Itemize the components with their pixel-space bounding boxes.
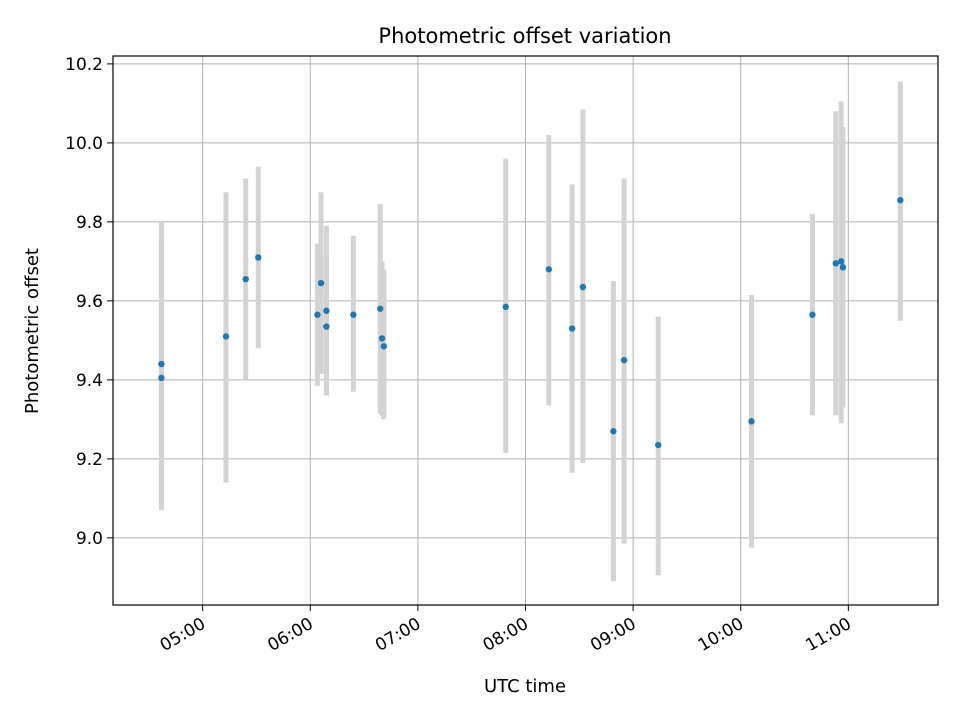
data-point bbox=[655, 441, 662, 449]
grid bbox=[113, 56, 938, 605]
data-point bbox=[242, 275, 249, 283]
data-point bbox=[568, 325, 576, 332]
data-point bbox=[610, 428, 617, 435]
data-point bbox=[837, 258, 845, 265]
y-tick-label: 9.6 bbox=[76, 292, 103, 312]
y-tick-label: 10.2 bbox=[65, 55, 103, 75]
x-tick-label: 08:00 bbox=[480, 614, 532, 656]
x-tick-label: 11:00 bbox=[802, 614, 854, 656]
data-point bbox=[350, 311, 357, 318]
y-tick-label: 9.2 bbox=[76, 450, 103, 470]
x-tick-label: 05:00 bbox=[157, 614, 209, 656]
data-point bbox=[897, 196, 904, 204]
data-point bbox=[748, 418, 755, 425]
data-point bbox=[222, 333, 230, 340]
y-axis-label: Photometric offset bbox=[22, 248, 43, 414]
data-point bbox=[809, 311, 816, 318]
data-point bbox=[323, 323, 330, 330]
data-point bbox=[323, 307, 330, 314]
data-point bbox=[579, 283, 587, 291]
data-point bbox=[317, 279, 325, 287]
x-tick-label: 10:00 bbox=[695, 614, 747, 656]
x-tick-label: 07:00 bbox=[372, 614, 424, 656]
x-tick-label: 09:00 bbox=[587, 614, 639, 656]
data-point bbox=[620, 356, 628, 364]
data-point bbox=[545, 266, 553, 273]
data-point bbox=[314, 311, 321, 318]
data-point bbox=[377, 305, 384, 312]
data-point bbox=[378, 335, 386, 342]
axis-ticks: 9.0 9.2 9.4 9.6 9.8 10.0 10.2 05:00 06:00 07:00 08… bbox=[65, 55, 855, 656]
error-bars bbox=[158, 81, 903, 582]
y-tick-label: 9.0 bbox=[76, 529, 103, 549]
y-tick-label: 9.4 bbox=[76, 371, 103, 391]
data-point bbox=[839, 264, 847, 271]
data-point bbox=[502, 303, 509, 311]
y-tick-label: 9.8 bbox=[76, 213, 103, 233]
x-tick-label: 06:00 bbox=[264, 614, 316, 656]
data-point bbox=[380, 343, 388, 350]
y-tick-label: 10.0 bbox=[65, 134, 103, 154]
data-point bbox=[158, 374, 165, 382]
data-points bbox=[158, 196, 904, 449]
data-point bbox=[832, 260, 839, 267]
data-point bbox=[158, 360, 165, 368]
data-point bbox=[255, 254, 262, 261]
x-axis-label: UTC time bbox=[484, 676, 566, 697]
chart-title: Photometric offset variation bbox=[378, 24, 671, 48]
